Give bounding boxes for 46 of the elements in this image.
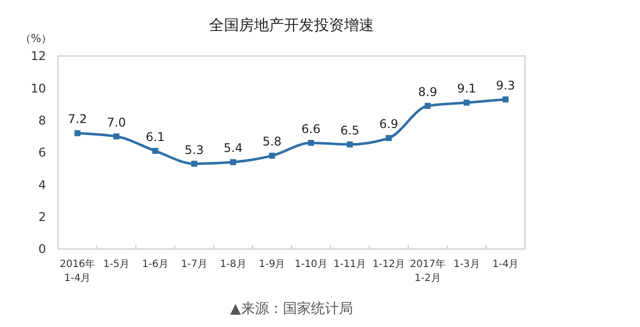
data-label: 6.6 <box>301 122 321 136</box>
x-tick-label: 2017年 1-2月 <box>410 258 446 284</box>
x-tick-label: 1-12月 <box>372 259 406 270</box>
data-label: 9.1 <box>457 82 476 96</box>
point <box>191 160 198 167</box>
point <box>424 102 431 109</box>
data-label: 5.4 <box>224 141 243 156</box>
text: ▲来源：国家统计局 <box>230 301 353 317</box>
y-tick-label: 4 <box>38 178 46 192</box>
point <box>74 130 80 136</box>
point <box>308 140 314 146</box>
data-label: 5.3 <box>184 142 204 157</box>
data-label: 6.1 <box>146 130 165 144</box>
x-tick-label: 1-11月 <box>334 259 366 270</box>
point <box>269 152 276 159</box>
point <box>230 159 236 166</box>
data-label: 9.3 <box>496 78 516 92</box>
data-label: 7.2 <box>68 112 88 126</box>
x-tick-label: 1-9月 <box>258 259 286 270</box>
y-tick-label: 6 <box>38 146 46 160</box>
data-label: 8.9 <box>418 84 438 99</box>
x-tick-label: 1-8月 <box>220 259 246 270</box>
x-tick-label: 1-3月 <box>453 259 480 270</box>
data-label: 7.0 <box>106 115 126 130</box>
x-tick-label: 1-6月 <box>142 259 168 270</box>
data-label: 5.8 <box>262 134 282 149</box>
y-tick-label: 2 <box>38 210 46 224</box>
point <box>346 141 353 148</box>
x-tick-label: 1-5月 <box>103 259 130 270</box>
y-tick-label: 10 <box>30 81 46 96</box>
y-tick-label: 8 <box>38 114 46 128</box>
point <box>113 133 120 140</box>
point <box>502 96 509 102</box>
x-tick-label: 1-10月 <box>294 259 328 270</box>
data-label: 6.9 <box>379 117 398 132</box>
data-label: 6.5 <box>340 123 360 138</box>
chart-title: 全国房地产开发投资增速 <box>209 16 374 34</box>
y-axis-title: （%） <box>20 32 52 45</box>
x-tick-label: 1-7月 <box>181 259 208 270</box>
point <box>386 135 392 142</box>
x-tick-label: 1-4月 <box>492 259 519 270</box>
y-tick-label: 0 <box>38 242 46 256</box>
point <box>464 100 470 106</box>
x-tick-label: 2016年 1-4月 <box>60 258 96 284</box>
y-tick-label: 12 <box>30 49 46 64</box>
point <box>152 148 158 154</box>
